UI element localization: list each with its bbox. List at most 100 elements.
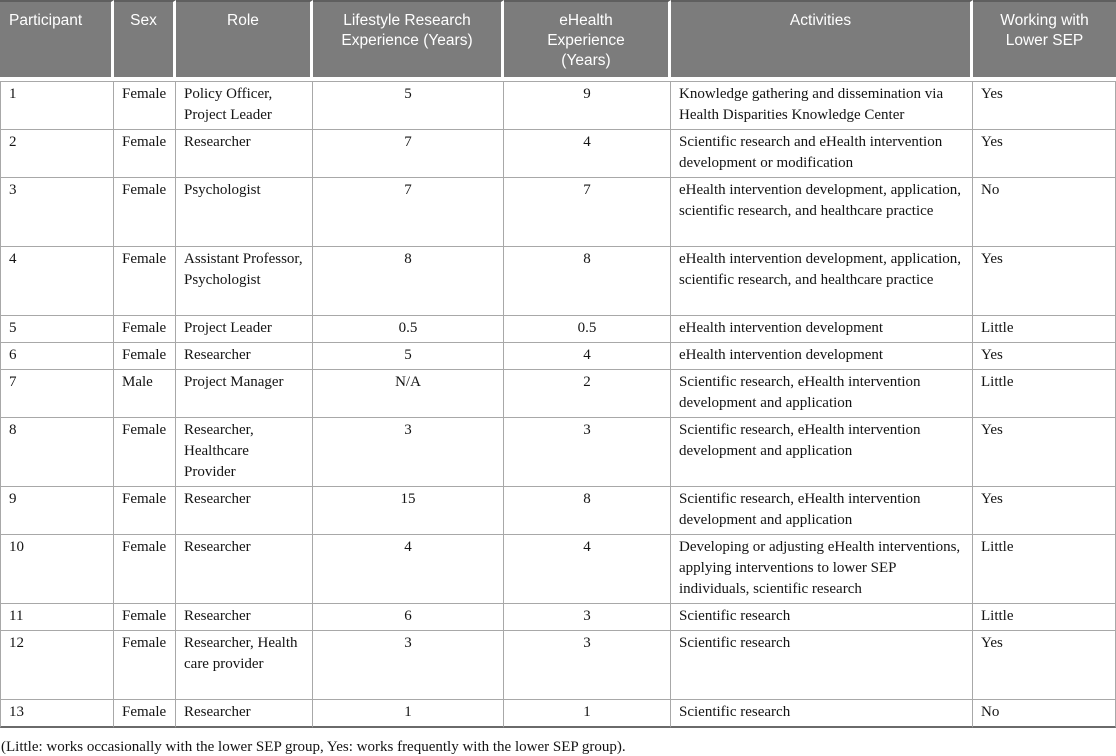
cell-sex: Female (114, 247, 176, 316)
cell-lifestyle_years: 7 (313, 130, 504, 178)
cell-working_with_lower_sep: Little (973, 316, 1116, 343)
table-row: 3 Female Psychologist 7 7 eHealth interventio… (0, 178, 1116, 247)
cell-sex: Female (114, 81, 176, 130)
cell-sex: Female (114, 631, 176, 700)
cell-ehealth_years: 8 (504, 487, 671, 535)
cell-role: Researcher (176, 535, 313, 604)
cell-sex: Female (114, 604, 176, 631)
table-row: 2 Female Researcher 7 4 Scientific research a… (0, 130, 1116, 178)
cell-role: Researcher (176, 604, 313, 631)
cell-activities: Scientific research, eHealth interventio… (671, 487, 973, 535)
cell-activities: Scientific research, eHealth interventio… (671, 418, 973, 487)
cell-participant: 9 (0, 487, 114, 535)
cell-working_with_lower_sep: No (973, 700, 1116, 728)
cell-role: Researcher, Health care provider (176, 631, 313, 700)
cell-lifestyle_years: 3 (313, 418, 504, 487)
cell-participant: 3 (0, 178, 114, 247)
table-row: 12 Female Researcher, Health care provider… (0, 631, 1116, 700)
cell-ehealth_years: 2 (504, 370, 671, 418)
cell-role: Researcher (176, 343, 313, 370)
header-row: Participant Sex Role Lifestyle Research Exp… (0, 0, 1116, 81)
cell-ehealth_years: 3 (504, 418, 671, 487)
cell-participant: 7 (0, 370, 114, 418)
cell-lifestyle_years: 5 (313, 343, 504, 370)
cell-participant: 13 (0, 700, 114, 728)
column-header-activities: Activities (671, 0, 973, 81)
cell-sex: Male (114, 370, 176, 418)
cell-ehealth_years: 8 (504, 247, 671, 316)
cell-sex: Female (114, 418, 176, 487)
column-header-working_with_lower_sep: Working with Lower SEP (973, 0, 1116, 81)
participants-table: Participant Sex Role Lifestyle Research Exp… (0, 0, 1116, 728)
cell-participant: 1 (0, 81, 114, 130)
cell-activities: Knowledge gathering and dissemination vi… (671, 81, 973, 130)
table-row: 7 Male Project Manager N/A 2 Scientific resea… (0, 370, 1116, 418)
cell-working_with_lower_sep: Yes (973, 418, 1116, 487)
cell-lifestyle_years: 0.5 (313, 316, 504, 343)
cell-working_with_lower_sep: No (973, 178, 1116, 247)
cell-sex: Female (114, 130, 176, 178)
table-body: 1 Female Policy Officer, Project Leader 5 9 K… (0, 81, 1116, 728)
table-row: 10 Female Researcher 4 4 Developing or adjust… (0, 535, 1116, 604)
cell-ehealth_years: 9 (504, 81, 671, 130)
cell-activities: Scientific research (671, 631, 973, 700)
cell-role: Policy Officer, Project Leader (176, 81, 313, 130)
cell-role: Researcher, Healthcare Provider (176, 418, 313, 487)
cell-lifestyle_years: 6 (313, 604, 504, 631)
cell-role: Project Leader (176, 316, 313, 343)
cell-sex: Female (114, 700, 176, 728)
cell-lifestyle_years: 1 (313, 700, 504, 728)
cell-working_with_lower_sep: Yes (973, 487, 1116, 535)
cell-activities: Developing or adjusting eHealth interven… (671, 535, 973, 604)
table-row: 8 Female Researcher, Healthcare Provider 3 3… (0, 418, 1116, 487)
cell-participant: 12 (0, 631, 114, 700)
cell-ehealth_years: 4 (504, 535, 671, 604)
cell-lifestyle_years: 8 (313, 247, 504, 316)
cell-ehealth_years: 4 (504, 130, 671, 178)
cell-activities: eHealth intervention development, applic… (671, 247, 973, 316)
cell-ehealth_years: 1 (504, 700, 671, 728)
cell-role: Psychologist (176, 178, 313, 247)
cell-role: Project Manager (176, 370, 313, 418)
table-row: 11 Female Researcher 6 3 Scientific research L… (0, 604, 1116, 631)
cell-sex: Female (114, 316, 176, 343)
cell-role: Researcher (176, 130, 313, 178)
cell-participant: 6 (0, 343, 114, 370)
cell-ehealth_years: 3 (504, 631, 671, 700)
cell-role: Researcher (176, 700, 313, 728)
cell-working_with_lower_sep: Little (973, 535, 1116, 604)
table-row: 13 Female Researcher 1 1 Scientific research N… (0, 700, 1116, 728)
cell-working_with_lower_sep: Yes (973, 631, 1116, 700)
cell-ehealth_years: 0.5 (504, 316, 671, 343)
cell-sex: Female (114, 178, 176, 247)
cell-participant: 8 (0, 418, 114, 487)
table-footnote: (Little: works occasionally with the low… (1, 739, 626, 755)
cell-role: Assistant Professor, Psychologist (176, 247, 313, 316)
cell-activities: eHealth intervention development (671, 316, 973, 343)
cell-working_with_lower_sep: Little (973, 604, 1116, 631)
cell-ehealth_years: 3 (504, 604, 671, 631)
cell-lifestyle_years: 7 (313, 178, 504, 247)
cell-working_with_lower_sep: Yes (973, 81, 1116, 130)
cell-lifestyle_years: 4 (313, 535, 504, 604)
column-header-role: Role (176, 0, 313, 81)
cell-role: Researcher (176, 487, 313, 535)
cell-ehealth_years: 7 (504, 178, 671, 247)
cell-activities: Scientific research (671, 700, 973, 728)
cell-sex: Female (114, 343, 176, 370)
cell-activities: eHealth intervention development, applic… (671, 178, 973, 247)
table-row: 9 Female Researcher 15 8 Scientific research,… (0, 487, 1116, 535)
cell-lifestyle_years: 3 (313, 631, 504, 700)
cell-lifestyle_years: 15 (313, 487, 504, 535)
column-header-sex: Sex (114, 0, 176, 81)
cell-lifestyle_years: 5 (313, 81, 504, 130)
cell-working_with_lower_sep: Little (973, 370, 1116, 418)
cell-sex: Female (114, 487, 176, 535)
cell-activities: Scientific research, eHealth interventio… (671, 370, 973, 418)
cell-activities: Scientific research and eHealth interven… (671, 130, 973, 178)
column-header-lifestyle_years: Lifestyle Research Experience (Years) (313, 0, 504, 81)
column-header-participant: Participant (0, 0, 114, 81)
cell-participant: 11 (0, 604, 114, 631)
cell-participant: 2 (0, 130, 114, 178)
